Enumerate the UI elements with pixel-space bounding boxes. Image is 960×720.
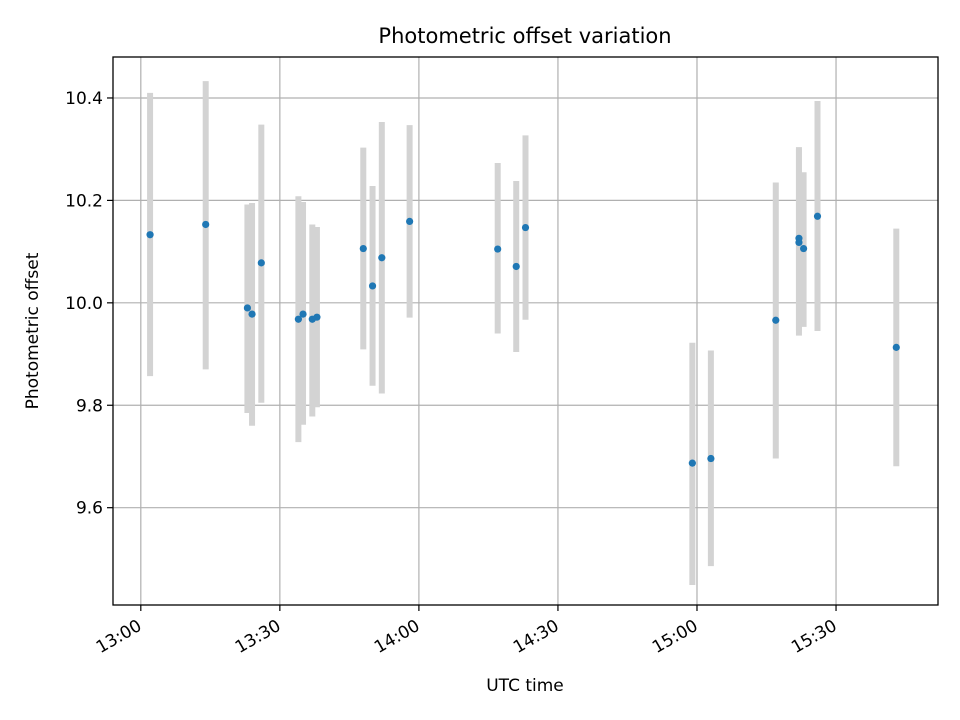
x-tick-label: 14:00 (371, 616, 423, 658)
chart-title: Photometric offset variation (378, 24, 671, 48)
y-tick-label: 10.2 (65, 191, 103, 211)
data-point (813, 212, 822, 220)
data-point (688, 459, 696, 467)
y-tick-label: 9.8 (76, 396, 103, 416)
x-axis-ticks: 13:00 13:30 14:00 14:30 15:00 15:30 (93, 605, 841, 658)
data-point (512, 262, 520, 271)
x-axis-label: UTC time (486, 676, 564, 696)
data-point (772, 316, 780, 324)
data-point (368, 282, 377, 290)
data-point (202, 220, 210, 229)
x-tick-label: 15:00 (649, 616, 701, 658)
data-point (799, 244, 808, 253)
data-point (359, 244, 367, 253)
y-tick-label: 10.0 (65, 294, 103, 314)
plot-frame (112, 56, 939, 606)
error-bars (147, 81, 900, 586)
data-point (299, 310, 307, 318)
data-point (521, 223, 530, 232)
data-point (146, 231, 154, 239)
y-axis-ticks: 9.6 9.8 10.0 10.2 10.4 (65, 89, 113, 519)
data-point (406, 217, 414, 225)
x-tick-label: 13:00 (93, 616, 145, 658)
x-tick-label: 14:30 (510, 616, 562, 658)
data-point (892, 343, 900, 351)
x-tick-label: 13:30 (232, 616, 284, 658)
y-tick-label: 10.4 (65, 89, 103, 109)
data-point (707, 454, 715, 463)
data-point (243, 304, 252, 312)
y-tick-label: 9.6 (76, 499, 103, 519)
data-point (494, 245, 502, 253)
x-tick-label: 15:30 (788, 616, 840, 658)
data-point (248, 310, 256, 318)
data-point (294, 315, 302, 323)
data-point (313, 313, 321, 321)
y-axis-label: Photometric offset (23, 252, 43, 409)
data-points (146, 212, 900, 467)
data-point (257, 259, 265, 267)
data-point (795, 234, 803, 242)
data-point (378, 254, 386, 262)
